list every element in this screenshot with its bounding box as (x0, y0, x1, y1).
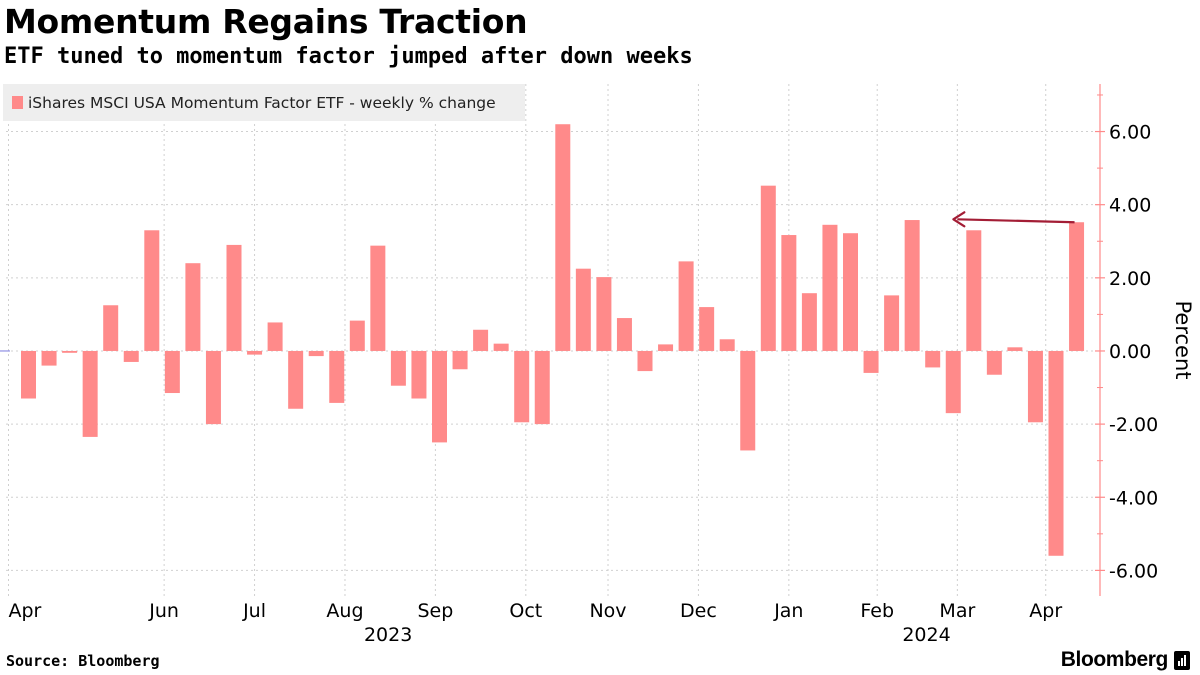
x-tick-label: Dec (680, 600, 717, 622)
bar (699, 307, 715, 351)
bar (719, 339, 735, 351)
bar (534, 350, 550, 425)
bar (575, 268, 591, 351)
bar (637, 350, 653, 372)
bar (432, 350, 447, 443)
x-tick-label: Apr (1029, 600, 1062, 622)
brand-logo: Bloomberg (1061, 648, 1190, 672)
bar (1048, 350, 1064, 556)
bar (41, 350, 57, 366)
bar (760, 185, 776, 351)
bar (185, 263, 201, 351)
bar (205, 350, 221, 425)
bar (226, 244, 242, 351)
y-tick-label: 2.00 (1109, 268, 1151, 290)
source-note: Source: Bloomberg (6, 652, 160, 670)
x-tick-label: Nov (589, 600, 626, 622)
x-year-label: 2024 (902, 624, 950, 646)
bar (740, 350, 756, 451)
bar (616, 318, 632, 351)
x-tick-label: Oct (509, 600, 542, 622)
bar (904, 220, 920, 351)
bar (925, 350, 941, 368)
chart-subtitle: ETF tuned to momentum factor jumped afte… (4, 44, 693, 69)
bar (514, 350, 530, 423)
bar (1027, 350, 1043, 423)
bar (945, 350, 961, 414)
bar (452, 350, 468, 370)
x-tick-label: Mar (939, 600, 975, 622)
bar (473, 329, 489, 351)
y-tick-label: -2.00 (1109, 414, 1158, 436)
bar (986, 350, 1002, 375)
x-tick-label: Aug (326, 600, 363, 622)
y-tick-label: 0.00 (1109, 341, 1151, 363)
x-tick-label: Jan (773, 600, 803, 622)
bar (349, 320, 365, 351)
bar (781, 235, 797, 351)
y-tick-label: 6.00 (1109, 122, 1151, 144)
bar (62, 350, 78, 353)
legend-swatch (12, 96, 23, 109)
bar (103, 305, 119, 351)
bar (123, 350, 139, 362)
bar (370, 245, 386, 351)
bar (267, 322, 283, 351)
bar (801, 293, 817, 351)
chart-title: Momentum Regains Traction (4, 2, 528, 41)
bar (411, 350, 427, 399)
bar (966, 230, 982, 351)
bar (596, 277, 612, 351)
bar (678, 261, 694, 351)
bar (555, 124, 571, 351)
y-axis-title: Percent (1171, 300, 1195, 379)
annotation-arrow-line (957, 218, 1075, 224)
legend-box (3, 84, 525, 121)
bar (308, 350, 324, 357)
bar (164, 350, 180, 394)
bar (863, 350, 879, 373)
bar (658, 344, 674, 351)
x-tick-label: Jul (242, 600, 266, 622)
bar (329, 350, 345, 403)
bloomberg-chart-icon (1174, 650, 1190, 670)
legend-label: iShares MSCI USA Momentum Factor ETF - w… (28, 94, 496, 112)
y-tick-label: 4.00 (1109, 195, 1151, 217)
x-tick-label: Apr (9, 600, 42, 622)
brand-name: Bloomberg (1060, 648, 1169, 671)
x-year-label: 2023 (364, 624, 412, 646)
bar (884, 295, 900, 351)
bar (1069, 222, 1085, 351)
y-tick-label: -4.00 (1109, 487, 1158, 509)
bar (390, 350, 406, 386)
bar (493, 343, 509, 351)
bar (82, 350, 98, 437)
bar (21, 350, 36, 399)
bar (822, 224, 838, 351)
x-tick-label: Jun (148, 600, 179, 622)
bar (288, 350, 304, 409)
bar (247, 350, 263, 355)
bar (843, 233, 858, 351)
x-tick-label: Feb (860, 600, 894, 622)
annotation-arrow-head (952, 211, 966, 228)
y-tick-label: -6.00 (1109, 560, 1158, 582)
bar (144, 230, 160, 351)
x-tick-label: Sep (417, 600, 453, 622)
bar (1007, 347, 1023, 351)
